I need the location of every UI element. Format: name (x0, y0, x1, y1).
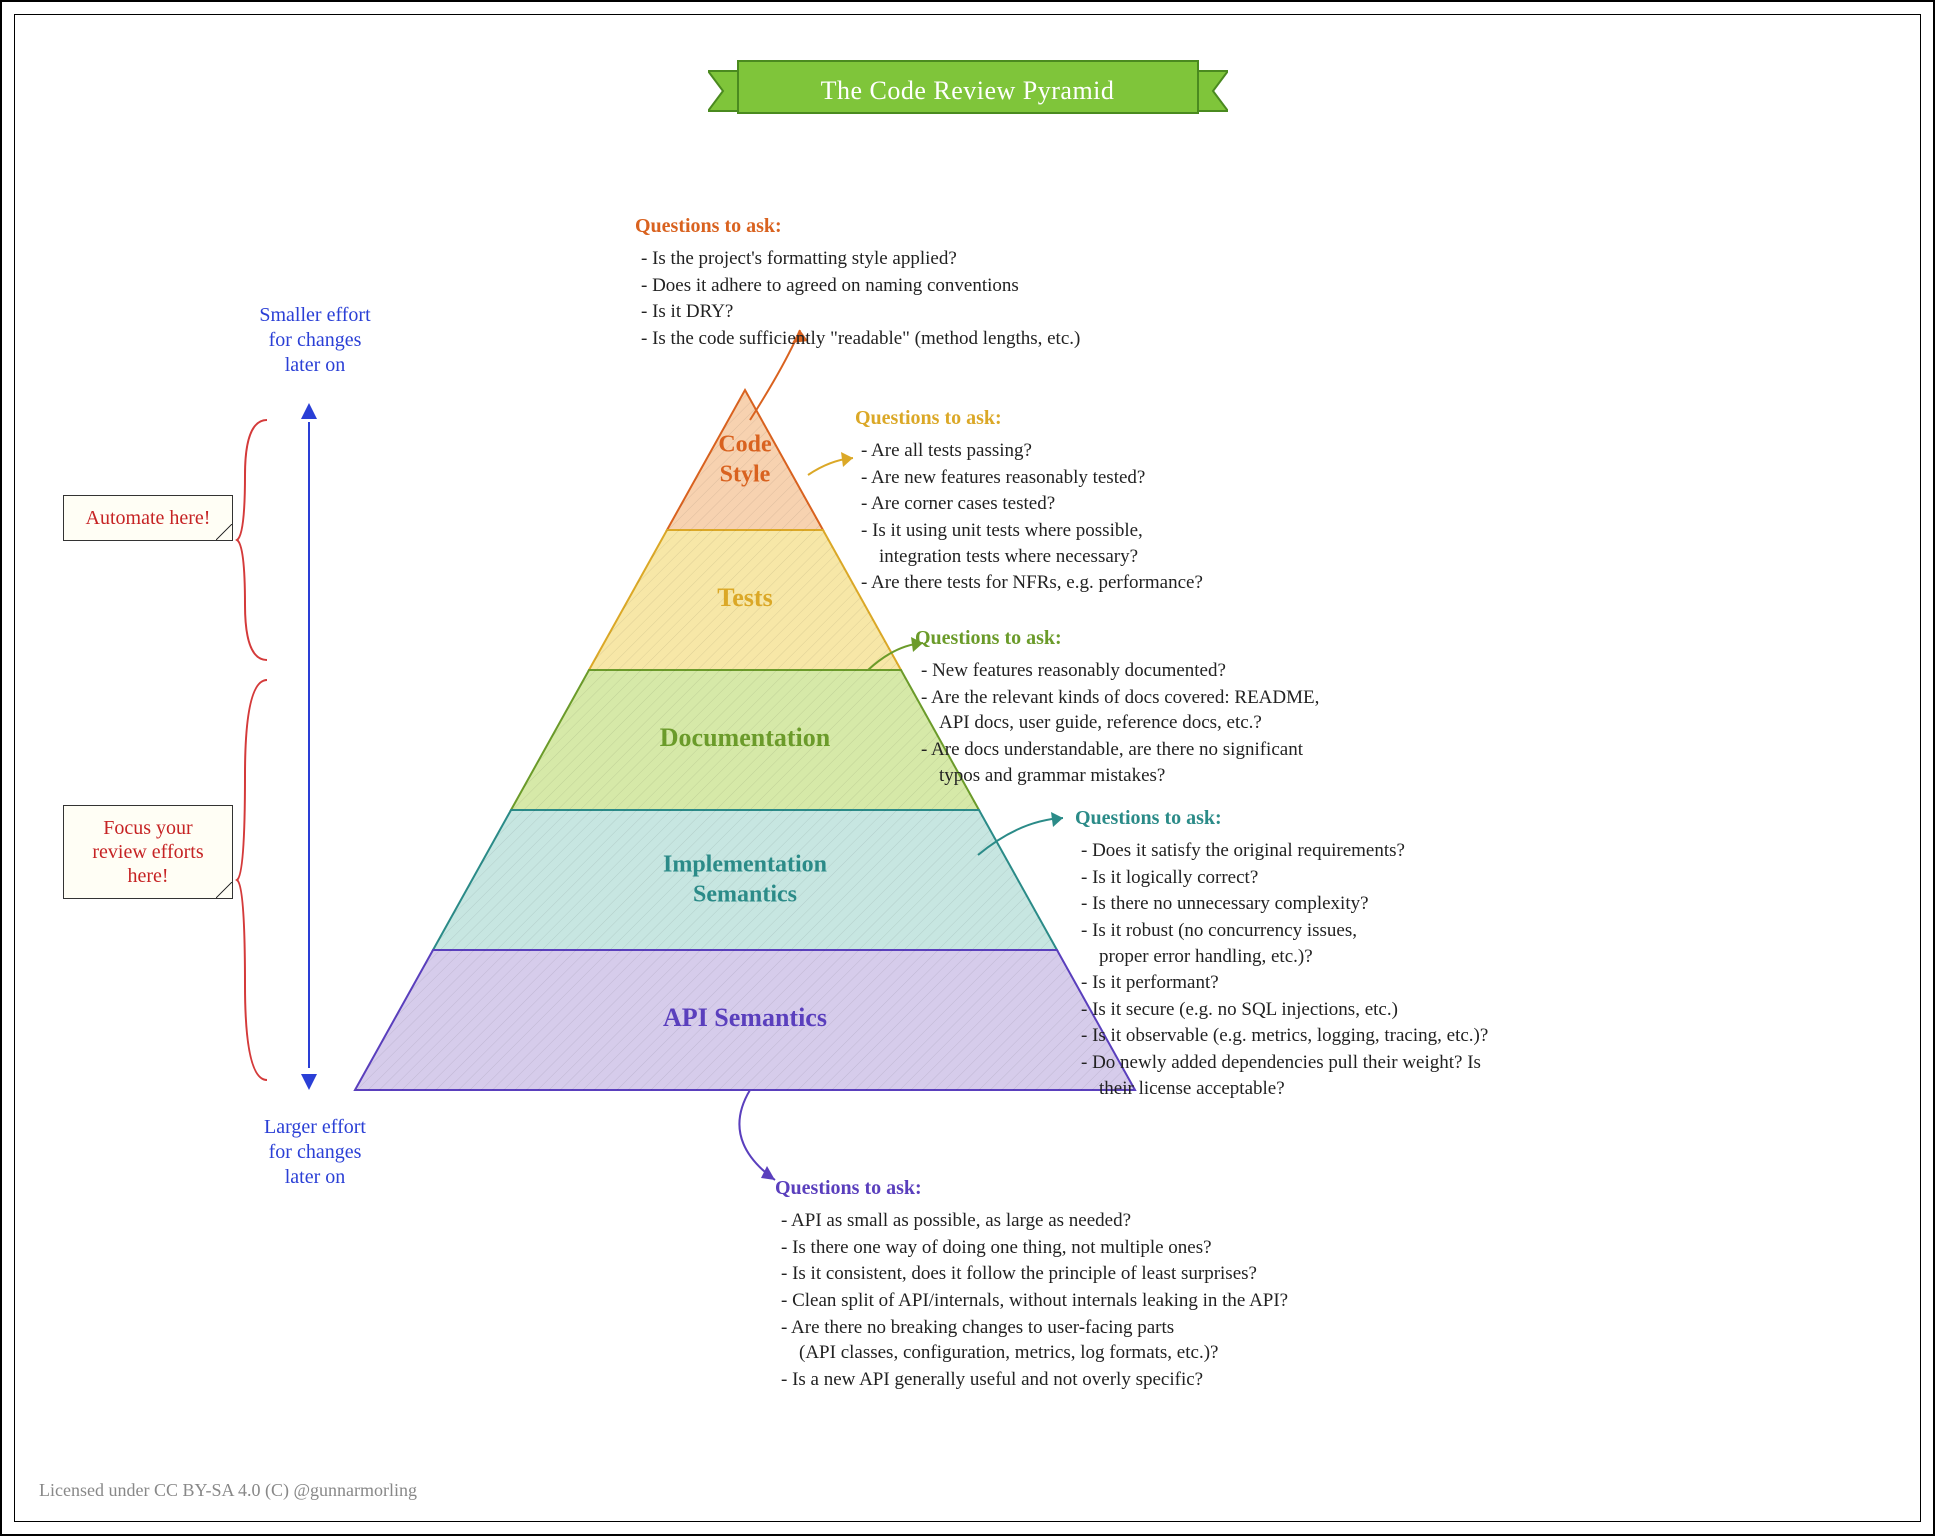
questions-documentation: Questions to ask: New features reasonably… (915, 625, 1495, 789)
question-item: Is it DRY? (641, 299, 1315, 325)
sticky-focus: Focus yourreview effortshere! (63, 805, 233, 899)
question-item: Do newly added dependencies pull their w… (1081, 1050, 1695, 1101)
questions-codestyle: Questions to ask: Is the project's format… (635, 213, 1315, 353)
question-item: Does it adhere to agreed on naming conve… (641, 273, 1315, 299)
question-item: Is the code sufficiently "readable" (met… (641, 326, 1315, 352)
question-item: Are there no breaking changes to user-fa… (781, 1315, 1495, 1366)
question-item: API as small as possible, as large as ne… (781, 1208, 1495, 1234)
question-item: Is there no unnecessary complexity? (1081, 891, 1695, 917)
question-item: Are the relevant kinds of docs covered: … (921, 685, 1495, 736)
questions-list: Does it satisfy the original requirement… (1075, 838, 1695, 1101)
question-item: New features reasonably documented? (921, 658, 1495, 684)
questions-api: Questions to ask: API as small as possibl… (775, 1175, 1495, 1393)
question-item: Are new features reasonably tested? (861, 465, 1415, 491)
question-item: Clean split of API/internals, without in… (781, 1288, 1495, 1314)
question-item: Are docs understandable, are there no si… (921, 737, 1495, 788)
questions-list: New features reasonably documented?Are t… (915, 658, 1495, 788)
question-item: Is it robust (no concurrency issues,prop… (1081, 918, 1695, 969)
questions-implementation: Questions to ask: Does it satisfy the ori… (1075, 805, 1695, 1102)
question-item: Is it consistent, does it follow the pri… (781, 1261, 1495, 1287)
pyramid-layer-documentation: Documentation (511, 670, 979, 810)
question-item: Are there tests for NFRs, e.g. performan… (861, 570, 1415, 596)
question-item: Is the project's formatting style applie… (641, 246, 1315, 272)
question-item: Is it logically correct? (1081, 865, 1695, 891)
brace-automate (237, 415, 277, 670)
question-item: Are all tests passing? (861, 438, 1415, 464)
layer-label-implementation: Semantics (693, 882, 797, 908)
sticky-automate: Automate here! (63, 495, 233, 541)
question-item: Is it using unit tests where possible,in… (861, 518, 1415, 569)
questions-list: Are all tests passing?Are new features r… (855, 438, 1415, 596)
question-item: Does it satisfy the original requirement… (1081, 838, 1695, 864)
questions-heading: Questions to ask: (915, 625, 1495, 652)
arrow-up-icon (299, 403, 319, 423)
connector-impl (975, 815, 1075, 865)
questions-list: API as small as possible, as large as ne… (775, 1208, 1495, 1392)
layer-label-documentation: Documentation (660, 723, 831, 752)
questions-tests: Questions to ask:Are all tests passing?A… (855, 405, 1415, 597)
question-item: Is it observable (e.g. metrics, logging,… (1081, 1023, 1695, 1049)
title-banner: The Code Review Pyramid (708, 57, 1228, 125)
title-text: The Code Review Pyramid (821, 76, 1115, 106)
layer-label-implementation: Implementation (663, 852, 827, 878)
pyramid-layer-api: API Semantics (355, 950, 1135, 1090)
brace-focus (237, 675, 277, 1090)
layer-label-tests: Tests (717, 583, 772, 612)
question-item: Is it performant? (1081, 970, 1695, 996)
effort-bottom-label: Larger effortfor changeslater on (215, 1115, 415, 1190)
license-text: Licensed under CC BY-SA 4.0 (C) @gunnarm… (39, 1480, 417, 1501)
questions-heading: Questions to ask: (775, 1175, 1495, 1202)
question-item: Is it secure (e.g. no SQL injections, et… (1081, 997, 1695, 1023)
layer-label-code-style: Code (718, 432, 772, 458)
question-item: Are corner cases tested? (861, 491, 1415, 517)
effort-top-label: Smaller effortfor changeslater on (215, 303, 415, 378)
layer-label-api: API Semantics (663, 1003, 827, 1032)
questions-list: Is the project's formatting style applie… (635, 246, 1315, 352)
arrow-down-icon (299, 1070, 319, 1090)
questions-heading: Questions to ask: (635, 213, 1315, 240)
question-item: Is a new API generally useful and not ov… (781, 1367, 1495, 1393)
effort-arrow (307, 410, 311, 1080)
question-item: Is there one way of doing one thing, not… (781, 1235, 1495, 1261)
pyramid-layer-implementation: Implementation Semantics (433, 810, 1057, 950)
questions-heading: Questions to ask: (855, 405, 1415, 432)
layer-label-code-style: Style (720, 462, 771, 488)
questions-heading: Questions to ask: (1075, 805, 1695, 832)
